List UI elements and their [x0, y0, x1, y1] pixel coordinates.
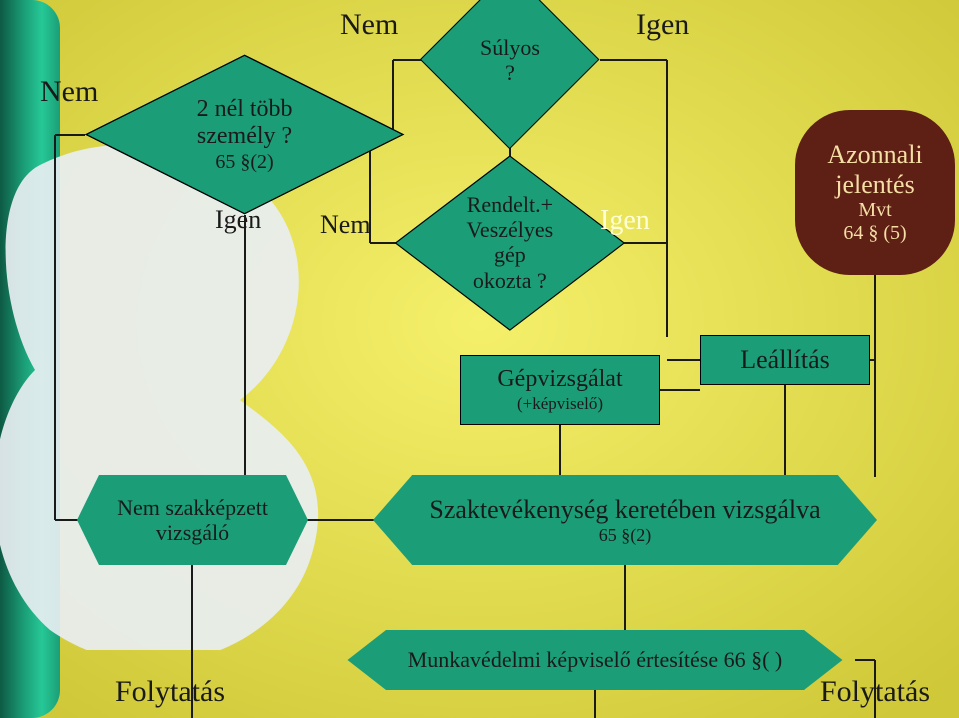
node-d_machine: Rendelt.+Veszélyes gépokozta ? — [429, 181, 592, 305]
label-igen_mach: Igen — [600, 205, 650, 237]
node-h_notify: Munkavédelmi képviselő értesítése 66 §( … — [320, 630, 870, 690]
node-t_report: AzonnalijelentésMvt64 § (5) — [795, 110, 955, 275]
node-h_unskilled: Nem szakképzettvizsgáló — [55, 475, 330, 565]
label-cont_l: Folytatás — [115, 675, 225, 709]
node-r_inspect: Gépvizsgálat(+képviselő) — [460, 355, 660, 425]
node-d_severe: Súlyos? — [446, 0, 573, 124]
label-igen_mid: Igen — [215, 205, 261, 235]
label-cont_r: Folytatás — [820, 675, 930, 709]
label-nem_left: Nem — [40, 75, 98, 109]
background-blob — [0, 130, 340, 650]
flowchart-stage: 2 nél több személy ?65 §(2) Súlyos? Rendel… — [0, 0, 959, 718]
label-nem_top: Nem — [340, 8, 398, 42]
node-r_stop: Leállítás — [700, 335, 870, 385]
node-h_expert: Szaktevékenység keretében vizsgálva65 §(… — [345, 475, 905, 565]
node-d_people: 2 nél több személy ?65 §(2) — [132, 78, 358, 191]
label-igen_top: Igen — [636, 8, 689, 42]
label-nem_mid: Nem — [320, 210, 371, 240]
